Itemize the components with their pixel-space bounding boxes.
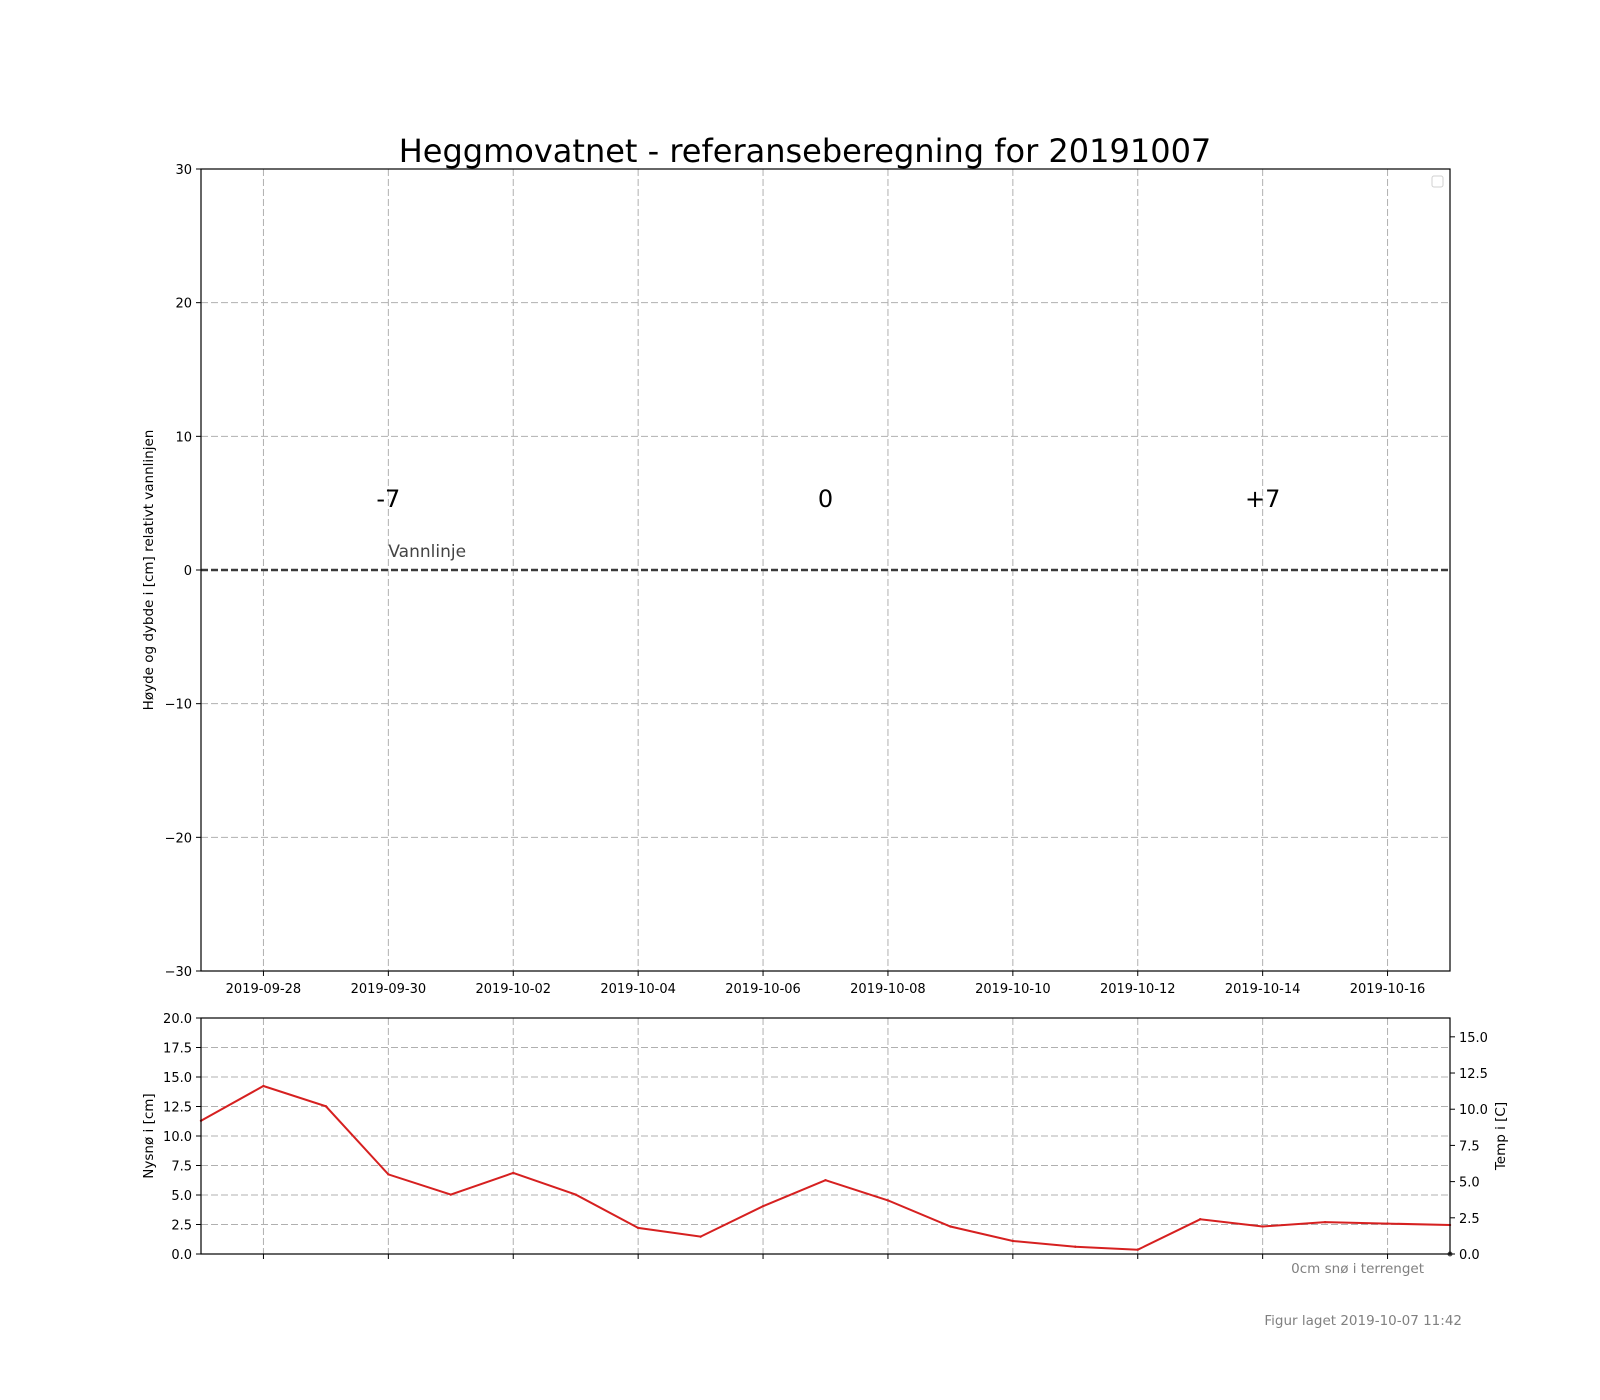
temperature-point [824,1178,827,1182]
y2-tick-label: 2.5 [1459,1212,1480,1227]
temperature-point [699,1235,702,1238]
x-tick-label: 2019-10-06 [725,982,801,997]
y-tick-label: 2.5 [171,1219,192,1234]
bottom-chart: 0.0 2.5 5.0 7.5 10.0 12.5 15.0 17.5 20.0 0.0 2.5 5… [141,1012,1509,1277]
x-tick-label: 2019-10-08 [850,982,926,997]
y-tick-label: 5.0 [171,1189,192,1204]
y-tick-label: −20 [165,831,192,846]
temperature-point [949,1225,952,1228]
temperature-point [512,1171,515,1175]
day-offset-label: -7 [376,485,400,513]
temperature-point [574,1193,577,1196]
temperature-point [1199,1218,1202,1221]
y2-tick-label: 0.0 [1459,1248,1480,1263]
temperature-point [1261,1225,1264,1228]
x-tick-label: 2019-09-30 [351,982,427,997]
x-tick-label: 2019-10-16 [1350,982,1426,997]
chart-title: Heggmovatnet - referanseberegning for 20… [399,132,1212,170]
y-tick-label: 0 [184,564,192,579]
y2-tick-label: 5.0 [1459,1176,1480,1191]
y-tick-label: 10.0 [163,1130,192,1145]
bottom-x-axis [262,1254,1389,1259]
day-offset-annotations: -7 0 +7 [376,485,1280,513]
bottom-right-y-axis: 0.0 2.5 5.0 7.5 10.0 12.5 15.0 [1450,1031,1488,1263]
day-offset-label: +7 [1245,485,1280,513]
y-tick-label: 12.5 [163,1101,192,1116]
top-chart: Vannlinje -7 0 +7 30 20 10 0 −10 −20 −30 2019-09… [141,163,1451,997]
y-tick-label: −10 [165,698,192,713]
top-x-axis: 2019-09-28 2019-09-30 2019-10-02 2019-10-04… [226,971,1426,997]
snow-y-axis-label: Nysnø i [cm] [141,1093,157,1178]
x-tick-label: 2019-10-14 [1225,982,1301,997]
x-tick-label: 2019-10-04 [600,982,676,997]
y-tick-label: 10 [175,430,192,445]
x-tick-label: 2019-09-28 [226,982,302,997]
y2-tick-label: 15.0 [1459,1031,1488,1046]
temperature-point [1011,1239,1015,1243]
bottom-gridlines [201,1018,1450,1254]
y2-tick-label: 12.5 [1459,1067,1488,1082]
top-y-axis: 30 20 10 0 −10 −20 −30 [165,163,201,980]
temperature-point [1136,1248,1139,1251]
temperature-point [1323,1220,1327,1224]
y-tick-label: 0.0 [171,1248,192,1263]
y2-tick-label: 7.5 [1459,1139,1480,1154]
y-tick-label: 20.0 [163,1012,192,1027]
temperature-point [324,1105,328,1108]
temperature-point [1074,1245,1077,1248]
x-tick-label: 2019-10-02 [475,982,551,997]
day-offset-label: 0 [818,485,833,513]
temperature-point [262,1084,265,1088]
temperature-point [387,1173,390,1176]
y-tick-label: 17.5 [163,1042,192,1057]
x-tick-label: 2019-10-10 [975,982,1051,997]
x-tick-label: 2019-10-12 [1100,982,1176,997]
temperature-point [449,1193,452,1196]
y-tick-label: −30 [165,965,192,980]
y2-tick-label: 10.0 [1459,1103,1488,1118]
bottom-left-y-axis: 0.0 2.5 5.0 7.5 10.0 12.5 15.0 17.5 20.0 [163,1012,201,1263]
y-tick-label: 15.0 [163,1071,192,1086]
figure-timestamp: Figur laget 2019-10-07 11:42 [1264,1313,1462,1329]
top-y-axis-label: Høyde og dybde i [cm] relativt vannlinje… [141,430,157,711]
temperature-points [199,1084,1452,1251]
y-tick-label: 7.5 [171,1160,192,1175]
temperature-point [636,1226,640,1230]
waterline-label: Vannlinje [388,542,466,562]
terrain-snow-note: 0cm snø i terrenget [1291,1261,1424,1277]
temperature-y-axis-label: Temp i [C] [1493,1102,1509,1171]
y-tick-label: 20 [175,297,192,312]
temperature-point [886,1199,890,1202]
legend-box [1431,175,1444,188]
y-tick-label: 30 [175,163,192,178]
temperature-point [1386,1222,1389,1225]
temperature-point [761,1205,765,1208]
